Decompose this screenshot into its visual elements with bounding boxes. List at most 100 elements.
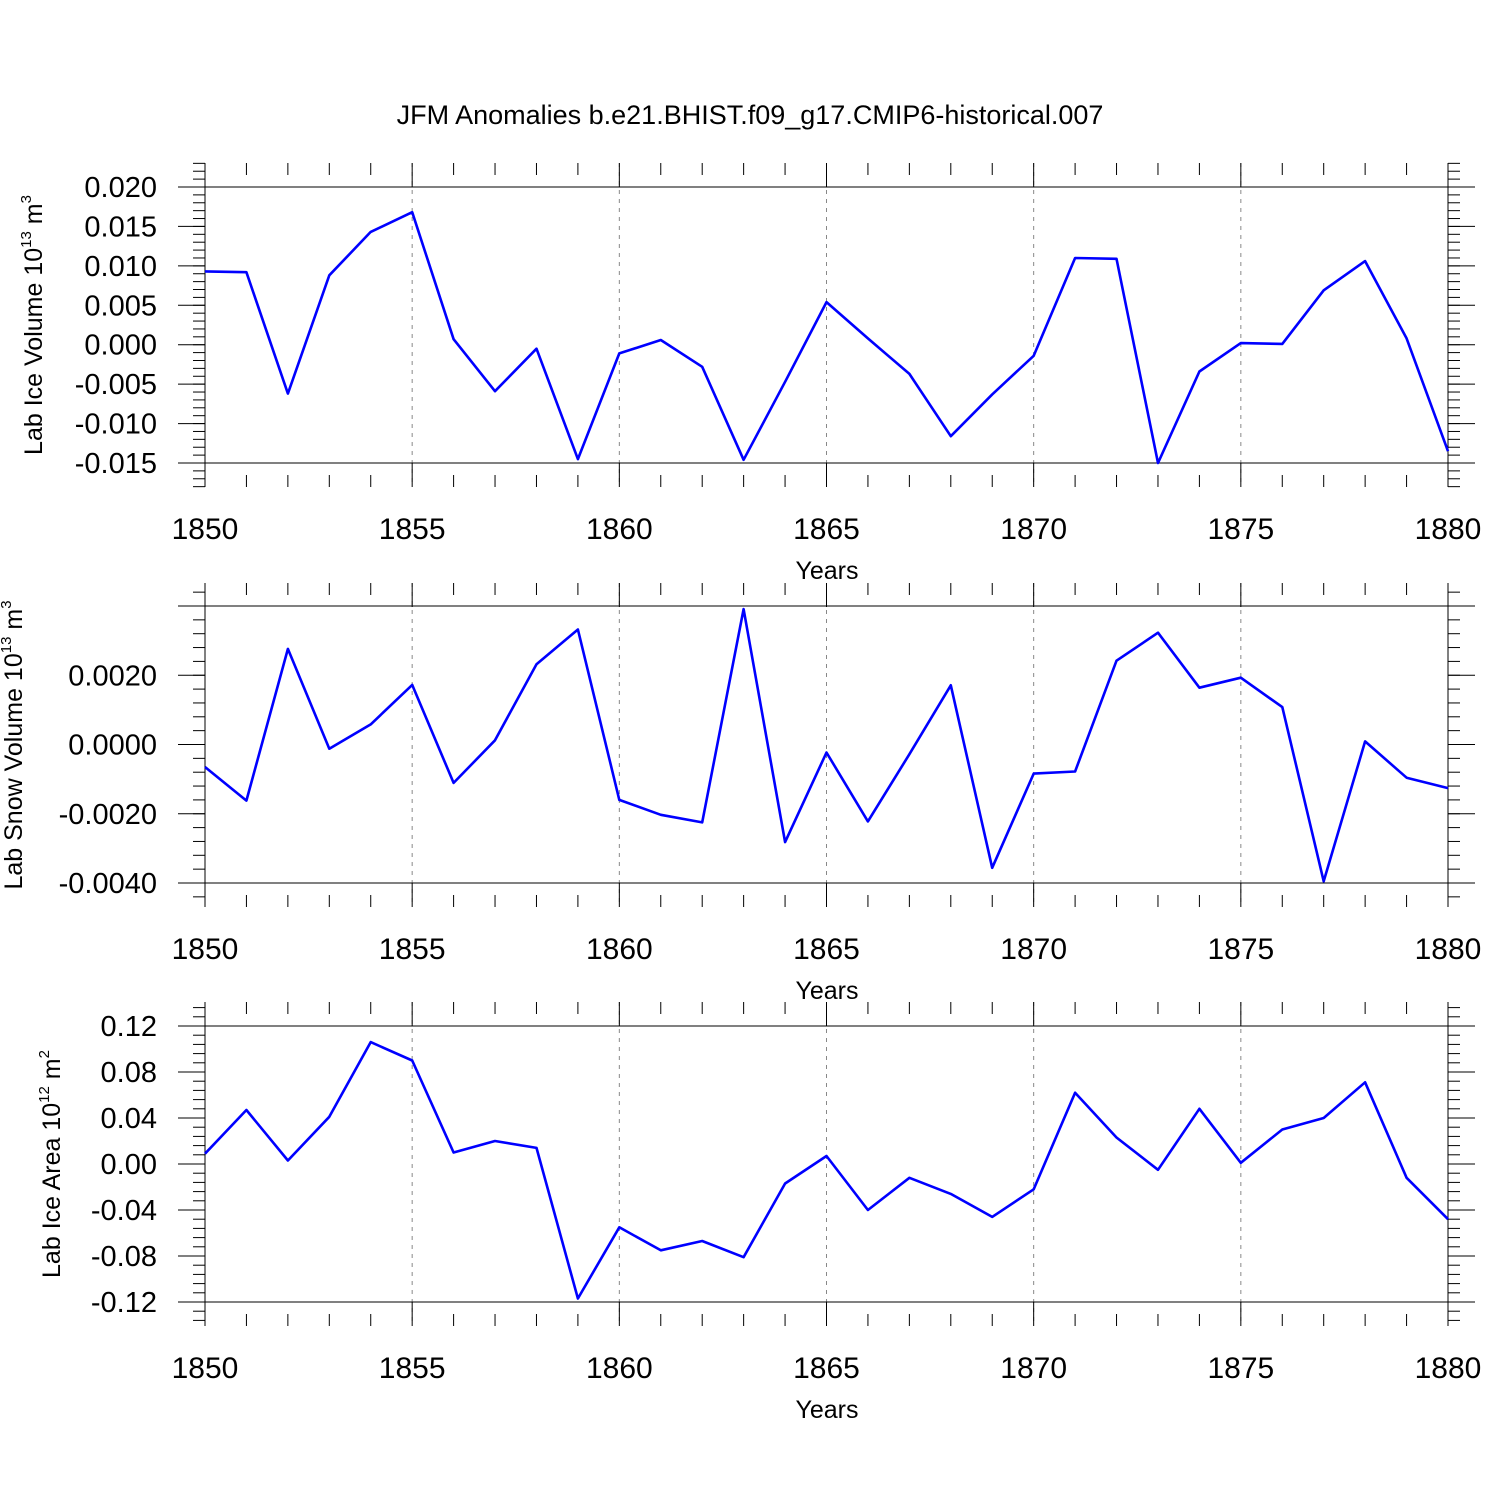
data-point — [1115, 257, 1119, 261]
data-point — [700, 1239, 704, 1243]
data-point — [949, 434, 953, 438]
data-point — [369, 230, 373, 234]
y-axis-label-unit-exponent: 3 — [0, 600, 15, 608]
data-point — [1322, 879, 1326, 883]
x-tick-label: 1855 — [379, 513, 446, 546]
data-point — [203, 269, 207, 273]
data-point — [990, 866, 994, 870]
data-point — [1156, 631, 1160, 635]
y-axis-label-unit-exponent: 3 — [18, 195, 35, 203]
data-point — [244, 799, 248, 803]
data-point — [742, 607, 746, 611]
series-line — [204, 1040, 1449, 1300]
data-point — [783, 1182, 787, 1186]
data-point — [369, 722, 373, 726]
y-axis-label: Lab Snow Volume 1013 m3 — [0, 600, 28, 889]
data-point — [576, 1297, 580, 1301]
series-line — [204, 210, 1450, 465]
data-point — [1280, 342, 1284, 346]
data-point — [742, 1255, 746, 1259]
data-point — [1446, 449, 1450, 453]
data-point — [742, 458, 746, 462]
data-point — [369, 1040, 373, 1044]
y-axis-label-exponent: 12 — [36, 1086, 53, 1103]
data-point — [617, 1225, 621, 1229]
x-tick-label: 1875 — [1207, 1352, 1274, 1385]
x-tick-label: 1880 — [1415, 933, 1482, 966]
y-axis-label-exponent: 13 — [0, 637, 15, 654]
series-line — [204, 607, 1449, 883]
y-axis-label-text: Lab Ice Area 10 — [38, 1103, 66, 1278]
data-point — [700, 365, 704, 369]
data-point — [1115, 1136, 1119, 1140]
data-point — [1073, 256, 1077, 260]
data-point — [1239, 676, 1243, 680]
panels: 0.020 0.015 0.010 0.005 0.000 -0.005 -0.010 -0.… — [0, 162, 1482, 1424]
data-point — [327, 747, 331, 751]
data-point — [1239, 341, 1243, 345]
y-tick-label: 0.00 — [101, 1149, 157, 1181]
data-point — [1322, 1116, 1326, 1120]
data-point — [203, 1152, 207, 1156]
y-tick-label: 0.0020 — [68, 660, 157, 692]
x-axis-label: Years — [795, 1396, 858, 1424]
data-point — [286, 647, 290, 651]
x-tick-label: 1860 — [586, 933, 653, 966]
x-axis-label: Years — [795, 557, 858, 585]
y-tick-label: 0.005 — [84, 290, 157, 322]
data-point — [1032, 772, 1036, 776]
y-tick-label: -0.010 — [75, 409, 157, 441]
data-point — [203, 765, 207, 769]
x-tick-label: 1870 — [1000, 1352, 1067, 1385]
data-point — [493, 389, 497, 393]
figure-title: JFM Anomalies b.e21.BHIST.f09_g17.CMIP6-… — [397, 100, 1104, 130]
data-point — [410, 1059, 414, 1063]
y-axis-label-text: Lab Snow Volume 10 — [0, 653, 28, 889]
y-tick-label: -0.08 — [91, 1241, 157, 1273]
data-point — [907, 1176, 911, 1180]
y-tick-label: 0.010 — [84, 251, 157, 283]
data-point — [1446, 786, 1450, 790]
data-point — [990, 392, 994, 396]
y-axis-label-unit: m — [20, 203, 48, 231]
x-tick-label: 1870 — [1000, 933, 1067, 966]
data-point — [1363, 1080, 1367, 1084]
x-tick-label: 1855 — [379, 1352, 446, 1385]
x-tick-label: 1880 — [1415, 513, 1482, 546]
chart-panel-3: 0.12 0.08 0.04 0.00 -0.04 -0.08 -0.12 1850 1855 1… — [36, 1002, 1481, 1424]
y-axis-label-unit-exponent: 2 — [36, 1050, 53, 1058]
data-point — [659, 338, 663, 342]
y-tick-label: 0.015 — [84, 211, 157, 243]
data-point — [617, 351, 621, 355]
data-point — [1405, 776, 1409, 780]
data-point — [1405, 1176, 1409, 1180]
x-tick-label: 1880 — [1415, 1352, 1482, 1385]
data-point — [825, 1154, 829, 1158]
y-tick-label: -0.005 — [75, 369, 157, 401]
y-axis-label: Lab Ice Area 1012 m2 — [36, 1050, 66, 1278]
data-point — [576, 457, 580, 461]
chart-panel-2: 0.0020 0.0000 -0.0020 -0.0040 1850 1855 1860 18… — [0, 583, 1481, 1005]
data-point — [1405, 336, 1409, 340]
data-point — [1446, 1217, 1450, 1221]
y-axis-label-text: Lab Ice Volume 10 — [20, 248, 48, 455]
data-point — [452, 337, 456, 341]
data-point — [1156, 461, 1160, 465]
data-point — [659, 813, 663, 817]
y-tick-label: 0.08 — [101, 1057, 157, 1089]
data-point — [1322, 288, 1326, 292]
x-tick-label: 1860 — [586, 513, 653, 546]
x-tick-label: 1860 — [586, 1352, 653, 1385]
x-tick-label: 1855 — [379, 933, 446, 966]
data-point — [783, 380, 787, 384]
data-point — [783, 840, 787, 844]
data-point — [452, 1151, 456, 1155]
x-tick-label: 1850 — [172, 933, 239, 966]
y-tick-label: 0.0000 — [68, 730, 157, 762]
x-axis-label: Years — [795, 977, 858, 1005]
data-point — [535, 662, 539, 666]
data-point — [493, 1139, 497, 1143]
data-point — [327, 1115, 331, 1119]
data-point — [825, 300, 829, 304]
y-tick-label: 0.020 — [84, 172, 157, 204]
